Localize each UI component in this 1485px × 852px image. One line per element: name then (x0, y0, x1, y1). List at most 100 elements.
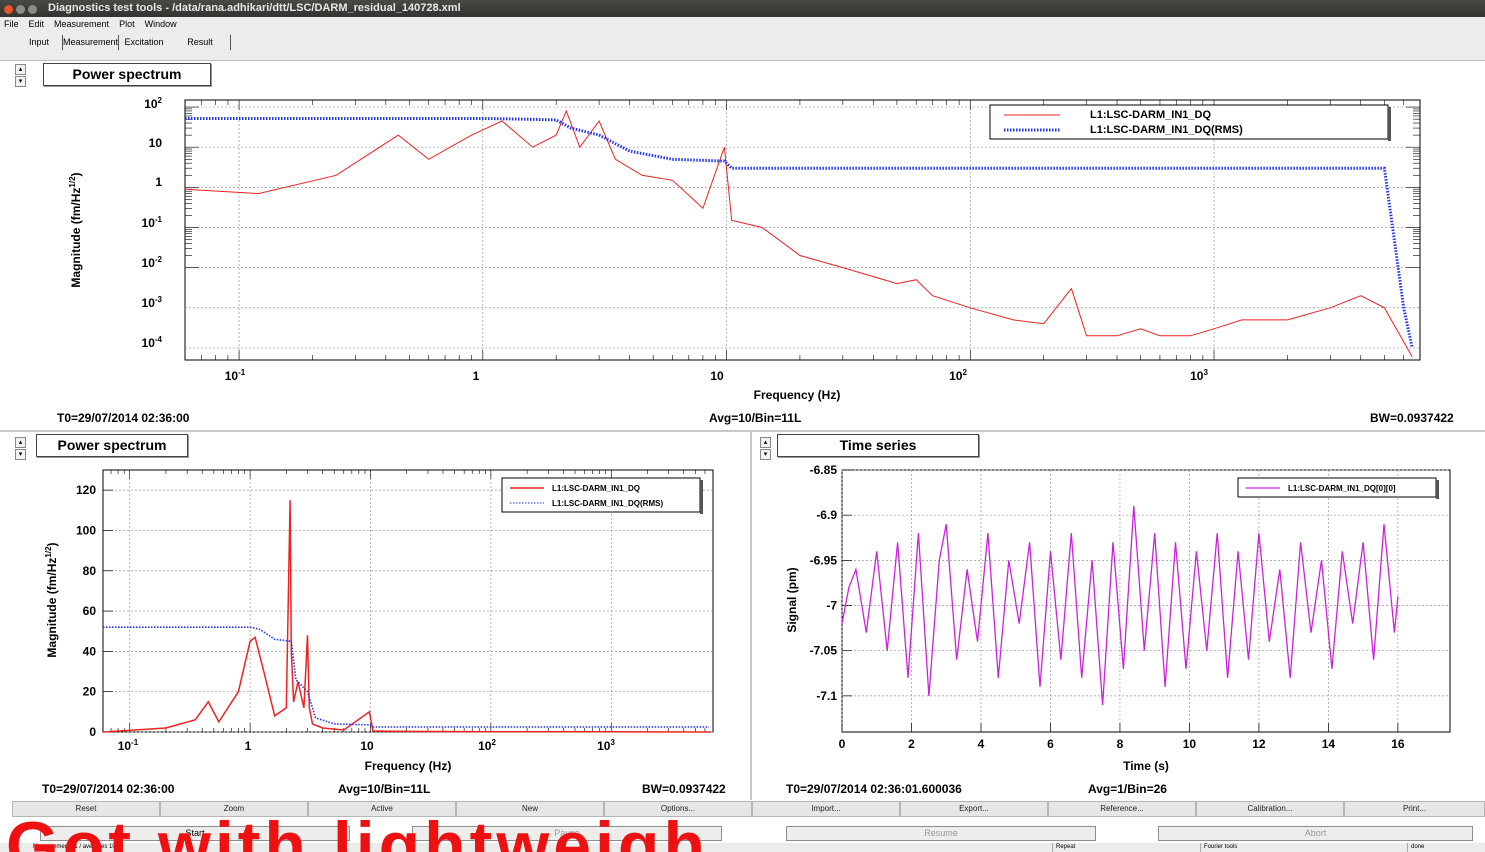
x-tick-label: 102 (949, 368, 967, 383)
zoom-button[interactable]: Zoom (160, 801, 308, 817)
panel-up-icon[interactable]: ▴ (15, 437, 26, 448)
y-tick-label: 102 (144, 96, 162, 111)
y-tick-label: -6.9 (816, 508, 837, 522)
y-tick-label: 20 (83, 685, 97, 699)
status-repeat: Repeat (1052, 843, 1075, 852)
panel-up-icon[interactable]: ▴ (15, 64, 26, 75)
series-line-darm-time (841, 506, 1399, 705)
legend-label: L1:LSC-DARM_IN1_DQ (1090, 109, 1211, 121)
bottom-left-bw-label: BW=0.0937422 (642, 782, 726, 796)
bottom-left-panel-title: Power spectrum (36, 434, 188, 457)
print-button[interactable]: Print... (1344, 801, 1485, 817)
x-axis-label: Frequency (Hz) (365, 759, 452, 773)
x-tick-label: 0 (839, 737, 846, 751)
panel-divider[interactable] (0, 430, 1485, 432)
close-window-icon[interactable] (4, 5, 13, 14)
legend: L1:LSC-DARM_IN1_DQ L1:LSC-DARM_IN1_DQ(RM… (989, 104, 1391, 141)
menu-plot[interactable]: Plot (119, 19, 135, 29)
x-axis-label: Time (s) (1123, 759, 1169, 773)
series-line-darm-rms (103, 626, 710, 728)
export-button[interactable]: Export... (900, 801, 1048, 817)
y-axis-label: Magnitude (fm/Hz1/2) (44, 542, 59, 657)
menu-file[interactable]: File (4, 19, 19, 29)
calibration-button[interactable]: Calibration... (1196, 801, 1344, 817)
reference-button[interactable]: Reference... (1048, 801, 1196, 817)
x-tick-label: 10 (360, 739, 374, 753)
status-measurements: Measurements 1 / averages 10 (33, 844, 116, 850)
tab-input[interactable]: Input (28, 37, 50, 47)
bottom-left-t0-label: T0=29/07/2014 02:36:00 (42, 782, 175, 796)
y-tick-label: -7 (826, 599, 837, 613)
y-tick-label: 10-4 (142, 335, 163, 350)
x-tick-label: 6 (1047, 737, 1054, 751)
overlay-caption: Got with lightweight (6, 812, 706, 852)
series-line-darm (184, 109, 1413, 358)
status-bar: Measurements 1 / averages 10 Repeat Four… (0, 843, 1485, 852)
x-tick-label: 10-1 (118, 738, 139, 753)
y-tick-label: 10 (149, 136, 163, 150)
tab-excitation[interactable]: Excitation (118, 35, 169, 50)
y-tick-label: -7.1 (816, 689, 837, 703)
options-button[interactable]: Options... (604, 801, 752, 817)
legend-label: L1:LSC-DARM_IN1_DQ (552, 484, 640, 493)
x-tick-label: 1 (245, 739, 252, 753)
series-line-darm-rms (185, 117, 1414, 349)
series-line-darm (102, 500, 710, 733)
menu-edit[interactable]: Edit (28, 19, 45, 29)
y-tick-label: 40 (83, 644, 97, 658)
tab-bar: Input Measurement Excitation Result (0, 31, 1485, 61)
minimize-window-icon[interactable] (16, 5, 25, 14)
panel-divider[interactable] (750, 432, 752, 800)
y-axis-label: Signal (pm) (785, 567, 799, 632)
bottom-right-avg-label: Avg=1/Bin=26 (1088, 782, 1167, 796)
y-tick-label: 120 (76, 483, 96, 497)
window-title: Diagnostics test tools - /data/rana.adhi… (48, 2, 461, 14)
legend-label: L1:LSC-DARM_IN1_DQ(RMS) (552, 499, 663, 508)
y-tick-label: 1 (155, 175, 162, 189)
panel-down-icon[interactable]: ▾ (15, 449, 26, 460)
top-panel-title: Power spectrum (43, 63, 211, 86)
abort-button[interactable]: Abort (1158, 826, 1473, 841)
maximize-window-icon[interactable] (28, 5, 37, 14)
x-tick-label: 14 (1322, 737, 1336, 751)
top-avg-label: Avg=10/Bin=11L (709, 411, 802, 425)
tab-measurement[interactable]: Measurement (62, 35, 118, 50)
y-tick-label: -6.85 (810, 463, 838, 477)
top-bw-label: BW=0.0937422 (1370, 411, 1454, 425)
import-button[interactable]: Import... (752, 801, 900, 817)
x-tick-label: 12 (1252, 737, 1266, 751)
reset-button[interactable]: Reset (12, 801, 160, 817)
menu-bar: File Edit Measurement Plot Window (0, 17, 1485, 32)
legend: L1:LSC-DARM_IN1_DQ[0][0] (1237, 477, 1439, 499)
start-button[interactable]: Start (40, 826, 350, 841)
legend-label: L1:LSC-DARM_IN1_DQ(RMS) (1090, 124, 1243, 136)
menu-measurement[interactable]: Measurement (54, 19, 110, 29)
plot-frame (841, 469, 1451, 733)
y-tick-label: 100 (76, 523, 96, 537)
panel-down-icon[interactable]: ▾ (15, 76, 26, 87)
x-tick-label: 10-1 (225, 368, 246, 383)
tab-result[interactable]: Result (170, 35, 231, 50)
active-button[interactable]: Active (308, 801, 456, 817)
legend: L1:LSC-DARM_IN1_DQ L1:LSC-DARM_IN1_DQ(RM… (501, 477, 703, 514)
status-fourier-tools: Fourier tools (1200, 843, 1237, 852)
x-tick-label: 8 (1117, 737, 1124, 751)
new-button[interactable]: New (456, 801, 604, 817)
plot-frame (102, 469, 714, 733)
time-series-chart[interactable]: 0 2 4 6 8 10 12 14 16 -6.85-6.9-6.95-7-7.05-7.1 … (770, 460, 1475, 780)
bottom-right-t0-label: T0=29/07/2014 02:36:01.600036 (786, 782, 962, 796)
legend-label: L1:LSC-DARM_IN1_DQ[0][0] (1288, 484, 1396, 493)
panel-up-icon[interactable]: ▴ (760, 437, 771, 448)
x-axis-label: Frequency (Hz) (754, 388, 841, 402)
menu-window[interactable]: Window (144, 19, 177, 29)
resume-button[interactable]: Resume (786, 826, 1096, 841)
x-tick-label: 10 (710, 369, 724, 383)
bottom-left-power-spectrum-chart[interactable]: 10-1 1 10 102 103 0 20 40 60 80 100 120 Freque… (40, 460, 730, 780)
pause-button[interactable]: Pause (412, 826, 722, 841)
panel-down-icon[interactable]: ▾ (760, 449, 771, 460)
x-tick-label: 103 (597, 738, 615, 753)
y-tick-label: 10-1 (142, 215, 163, 230)
top-power-spectrum-chart[interactable]: 10-1 1 10 102 103 102 10 1 10-1 10-2 10-… (40, 85, 1460, 410)
x-tick-label: 2 (908, 737, 915, 751)
y-tick-label: 80 (83, 564, 97, 578)
